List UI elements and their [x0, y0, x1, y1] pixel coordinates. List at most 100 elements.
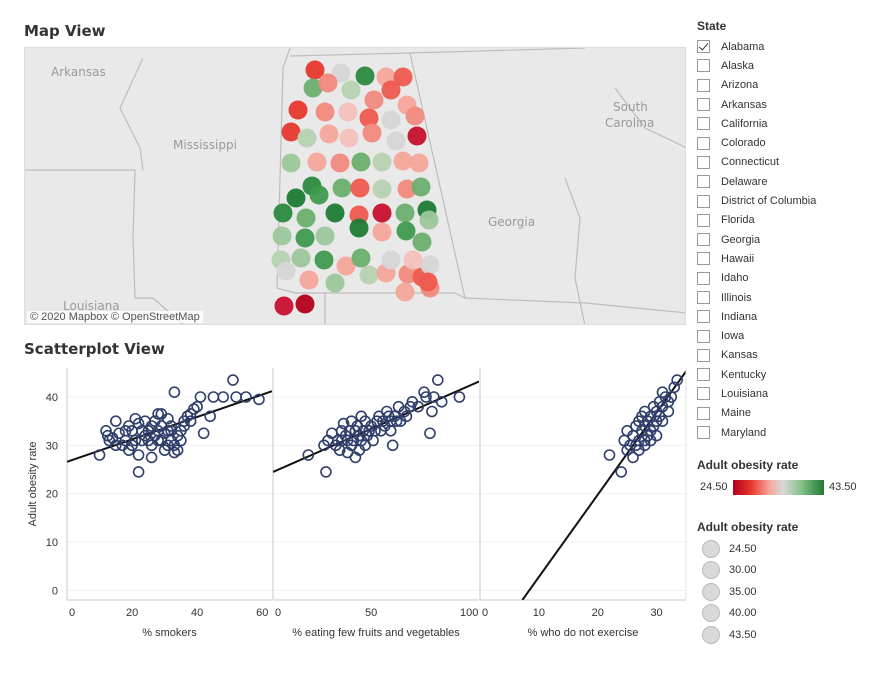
state-filter-item[interactable]: Maine — [697, 404, 862, 423]
map-dot[interactable] — [319, 124, 339, 144]
map-dot[interactable] — [396, 221, 416, 241]
scatter-point[interactable] — [227, 374, 239, 386]
scatter-point[interactable] — [197, 427, 210, 440]
state-filter-item[interactable]: Delaware — [697, 172, 862, 191]
scatter-point[interactable] — [93, 449, 106, 461]
map-dot[interactable] — [331, 63, 351, 83]
scatter-point[interactable] — [320, 466, 332, 478]
map-dot[interactable] — [409, 153, 429, 173]
map-dot[interactable] — [274, 296, 294, 316]
scatter-point[interactable] — [132, 466, 145, 478]
map-dot[interactable] — [395, 282, 415, 302]
map-dot[interactable] — [386, 131, 406, 151]
map-dot[interactable] — [349, 218, 369, 238]
scatter-point[interactable] — [603, 449, 616, 461]
state-filter-list[interactable]: Alabama Alaska Arizona Arkansas California Co… — [697, 37, 862, 447]
state-filter-item[interactable]: Alaska — [697, 56, 862, 75]
scatter-point[interactable] — [158, 427, 171, 440]
checkbox-unchecked[interactable] — [697, 59, 710, 73]
scatter-point[interactable] — [129, 434, 142, 447]
state-filter-item[interactable]: Connecticut — [697, 153, 862, 172]
state-filter-item[interactable]: Georgia — [697, 230, 862, 249]
scatter-point[interactable] — [110, 415, 122, 427]
state-filter-item[interactable]: Indiana — [697, 307, 862, 326]
map-dot[interactable] — [325, 203, 345, 223]
map-dot[interactable] — [359, 265, 379, 285]
map-dot[interactable] — [341, 80, 361, 100]
map-dot[interactable] — [393, 67, 413, 87]
map-dot[interactable] — [303, 78, 323, 98]
state-filter-item[interactable]: Kansas — [697, 346, 862, 365]
scatter-point[interactable] — [656, 415, 669, 427]
map-dot[interactable] — [315, 226, 335, 246]
map-dot[interactable] — [372, 222, 392, 242]
scatter-point[interactable] — [113, 427, 125, 440]
scatter-point[interactable] — [386, 439, 399, 452]
map-dot[interactable] — [419, 210, 439, 230]
scatter-point[interactable] — [627, 451, 639, 464]
state-filter-item[interactable]: Maryland — [697, 423, 862, 442]
scatter-point[interactable] — [400, 410, 413, 423]
scatter-point[interactable] — [431, 374, 444, 386]
map-dot[interactable] — [281, 122, 301, 142]
map-dot[interactable] — [355, 66, 375, 86]
checkbox-unchecked[interactable] — [697, 329, 710, 343]
map-dot[interactable] — [299, 270, 319, 290]
checkbox-unchecked[interactable] — [697, 98, 710, 112]
scatter-point[interactable] — [650, 429, 663, 442]
checkbox-unchecked[interactable] — [697, 348, 710, 362]
map-dot[interactable] — [350, 178, 370, 198]
state-filter-item[interactable]: Colorado — [697, 133, 862, 152]
scatter-point[interactable] — [152, 408, 164, 420]
map-dot[interactable] — [295, 294, 315, 314]
map-dot[interactable] — [297, 128, 317, 148]
scatter-point[interactable] — [253, 393, 265, 406]
scatter-point[interactable] — [420, 391, 432, 403]
scatter-point[interactable] — [145, 451, 158, 464]
scatter-point[interactable] — [217, 391, 229, 403]
map-dot[interactable] — [330, 153, 350, 173]
scatter-point[interactable] — [390, 415, 403, 427]
checkbox-unchecked[interactable] — [697, 387, 710, 401]
map-dot[interactable] — [339, 128, 359, 148]
checkbox-unchecked[interactable] — [697, 175, 710, 189]
scatterplot-view[interactable]: Adult obesity rate 0 10 20 30 40 0 20 40 60 % smok… — [0, 360, 690, 650]
state-filter-item[interactable]: Hawaii — [697, 249, 862, 268]
map-view[interactable]: Arkansas Mississippi Louisiana Georgia S… — [24, 47, 686, 325]
map-dot[interactable] — [372, 179, 392, 199]
state-filter-item[interactable]: Illinois — [697, 288, 862, 307]
map-dot[interactable] — [325, 273, 345, 293]
state-filter-item[interactable]: Alabama — [697, 37, 862, 56]
scatter-point[interactable] — [671, 374, 683, 386]
state-filter-item[interactable]: California — [697, 114, 862, 133]
state-filter-item[interactable]: Arkansas — [697, 95, 862, 114]
scatter-point[interactable] — [240, 391, 252, 403]
map-dot[interactable] — [397, 179, 417, 199]
scatter-point[interactable] — [162, 412, 174, 425]
map-dot[interactable] — [305, 60, 325, 80]
checkbox-unchecked[interactable] — [697, 310, 710, 324]
scatter-point[interactable] — [132, 417, 145, 430]
map-dot[interactable] — [351, 248, 371, 268]
scatter-point[interactable] — [668, 381, 681, 394]
scatter-point[interactable] — [191, 400, 203, 413]
map-dot[interactable] — [296, 208, 316, 228]
map-dot[interactable] — [314, 250, 334, 270]
state-filter-item[interactable]: Arizona — [697, 76, 862, 95]
scatter-point[interactable] — [615, 466, 628, 478]
scatter-point[interactable] — [184, 415, 197, 427]
map-dot[interactable] — [288, 100, 308, 120]
state-filter-item[interactable]: Florida — [697, 211, 862, 230]
scatter-point[interactable] — [168, 386, 181, 398]
map-dot[interactable] — [315, 102, 335, 122]
map-attribution[interactable]: © 2020 Mapbox © OpenStreetMap — [27, 311, 203, 323]
scatter-point[interactable] — [337, 417, 350, 430]
map-dot[interactable] — [295, 228, 315, 248]
checkbox-unchecked[interactable] — [697, 78, 710, 92]
map-dot[interactable] — [272, 226, 292, 246]
scatter-point[interactable] — [426, 405, 438, 418]
map-dot[interactable] — [336, 256, 356, 276]
scatter-point[interactable] — [188, 403, 200, 415]
checkbox-unchecked[interactable] — [697, 291, 710, 304]
map-dot[interactable] — [412, 232, 432, 252]
